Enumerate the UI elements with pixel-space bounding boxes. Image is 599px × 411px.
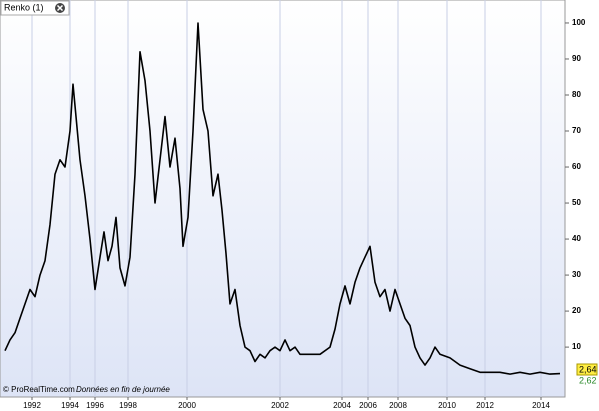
series-line	[4, 22, 561, 375]
footer: © ProRealTime.com	[3, 385, 75, 394]
x-tick-label: 1996	[86, 401, 104, 410]
y-tick-label: 40	[572, 234, 581, 243]
x-tick-label: 2012	[476, 401, 494, 410]
x-tick-label: 2000	[178, 401, 196, 410]
x-tick-label: 1998	[119, 401, 137, 410]
x-tick-label: 1994	[61, 401, 79, 410]
price-label-alt: 2,62	[579, 375, 597, 385]
y-tick-label: 100	[572, 18, 586, 27]
x-tick-label: 2002	[271, 401, 289, 410]
price-label: 2,64	[579, 364, 597, 374]
x-tick-label: 1992	[23, 401, 41, 410]
footer-note: Données en fin de journée	[76, 385, 170, 394]
y-tick-label: 10	[572, 342, 581, 351]
y-tick-label: 70	[572, 126, 581, 135]
chart-title: Renko (1)	[4, 2, 44, 12]
y-tick-label: 30	[572, 270, 581, 279]
x-tick-label: 2010	[438, 401, 456, 410]
y-tick-label: 90	[572, 54, 581, 63]
y-tick-label: 80	[572, 90, 581, 99]
x-tick-label: 2004	[333, 401, 351, 410]
indicator-box	[0, 0, 70, 16]
x-tick-label: 2014	[532, 401, 550, 410]
x-tick-label: 2006	[359, 401, 377, 410]
price-box	[576, 363, 598, 376]
close-cross	[56, 4, 64, 12]
x-tick-label: 2008	[389, 401, 407, 410]
y-tick-label: 20	[572, 306, 581, 315]
y-tick-label: 60	[572, 162, 581, 171]
y-tick-label: 50	[572, 198, 581, 207]
plot-area	[0, 0, 566, 398]
